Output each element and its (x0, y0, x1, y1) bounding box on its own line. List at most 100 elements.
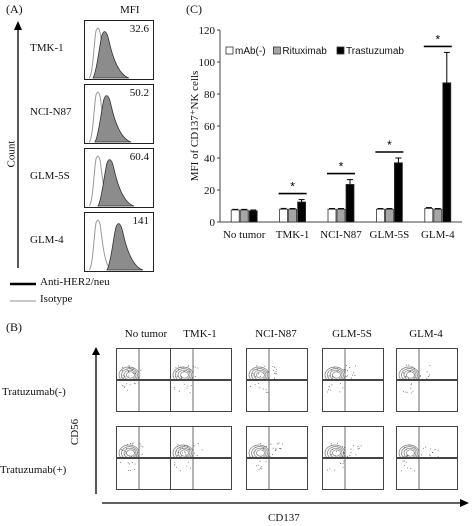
panel-b-letter: (B) (6, 320, 22, 334)
event-dot (128, 469, 130, 471)
event-dot (272, 447, 274, 449)
bar-mab- (230, 209, 240, 223)
event-dot (138, 366, 140, 368)
event-dot (413, 452, 415, 454)
event-dot (197, 367, 199, 369)
event-dot (278, 442, 280, 444)
event-dot (350, 377, 352, 379)
event-dot (129, 455, 131, 457)
event-dot (175, 450, 177, 452)
event-dot (345, 369, 347, 371)
event-dot (129, 384, 131, 386)
legend-label: mAb(-) (235, 46, 266, 57)
population-contour (332, 449, 341, 457)
legend-anti-her2-swatch (10, 282, 36, 286)
event-dot (177, 368, 179, 370)
event-dot (122, 366, 124, 368)
event-dot (187, 366, 189, 368)
event-dot (343, 453, 345, 455)
bar-rituximab (239, 209, 249, 223)
event-dot (255, 465, 257, 467)
event-dot (274, 366, 276, 368)
event-dot (282, 443, 284, 445)
event-dot (258, 383, 260, 385)
event-dot (330, 454, 332, 456)
event-dot (437, 449, 439, 451)
mfi-value: 141 (132, 215, 150, 227)
count-axis-arrow (14, 21, 22, 268)
event-dot (134, 463, 136, 465)
event-dot (179, 447, 181, 449)
legend-swatch (273, 46, 281, 55)
event-dot (434, 448, 436, 450)
event-dot (185, 452, 187, 454)
legend-isotype-label: Isotype (40, 293, 73, 305)
event-dot (194, 376, 196, 378)
event-dot (185, 456, 187, 457)
flow-quadrant-plot (170, 380, 232, 412)
event-dot (342, 455, 344, 457)
event-dot (357, 448, 359, 450)
population-contour (177, 447, 191, 457)
event-dot (127, 462, 129, 464)
event-dot (408, 444, 410, 446)
event-dot (264, 365, 266, 367)
event-dot (410, 383, 412, 385)
population-contour (121, 368, 138, 379)
event-dot (126, 443, 128, 445)
event-dot (431, 452, 433, 454)
event-dot (349, 367, 351, 369)
event-dot (403, 455, 405, 457)
event-dot (405, 391, 407, 393)
event-dot (140, 445, 142, 447)
event-dot (401, 368, 403, 370)
population-contour (248, 444, 270, 457)
mfi-value: 60.4 (129, 151, 149, 163)
flow-row-label: Tratuzumab(-) (2, 386, 66, 398)
event-dot (138, 368, 140, 370)
event-dot (267, 391, 269, 393)
population-contour (123, 447, 137, 457)
event-dot (406, 467, 408, 469)
event-dot (414, 377, 416, 379)
event-dot (189, 467, 191, 469)
event-dot (125, 452, 127, 454)
y-axis-label: MFI of CD137⁺NK cells (189, 71, 201, 182)
event-dot (120, 462, 122, 464)
population-contour (251, 446, 268, 457)
event-dot (180, 378, 182, 379)
event-dot (343, 460, 345, 462)
event-dot (275, 447, 277, 449)
event-dot (261, 468, 263, 470)
population-contour (332, 371, 341, 379)
event-dot (421, 454, 423, 456)
event-dot (120, 448, 122, 450)
event-dot (124, 376, 126, 378)
event-dot (327, 389, 329, 391)
event-dot (138, 446, 140, 448)
event-dot (407, 455, 409, 457)
event-dot (358, 447, 360, 449)
bar-mab- (424, 207, 434, 223)
bar-rituximab (336, 208, 346, 223)
flow-quadrant-plot (396, 458, 458, 490)
significance-star: * (290, 180, 295, 194)
event-dot (354, 374, 356, 376)
event-dot (252, 368, 254, 370)
event-dot (343, 368, 345, 370)
hist-row-label: NCI-N87 (30, 106, 72, 118)
event-dot (410, 468, 412, 470)
event-dot (408, 370, 410, 372)
event-dot (276, 373, 278, 375)
flow-quadrant-plot (116, 458, 178, 490)
event-dot (121, 376, 123, 378)
event-dot (132, 443, 134, 445)
event-dot (133, 468, 135, 470)
event-dot (346, 364, 348, 366)
x-tick-label: NCI-N87 (320, 229, 362, 241)
event-dot (352, 445, 354, 447)
event-dot (188, 448, 190, 450)
population-contour (121, 446, 138, 457)
count-axis-label: Count (5, 140, 18, 168)
event-dot (174, 462, 176, 464)
